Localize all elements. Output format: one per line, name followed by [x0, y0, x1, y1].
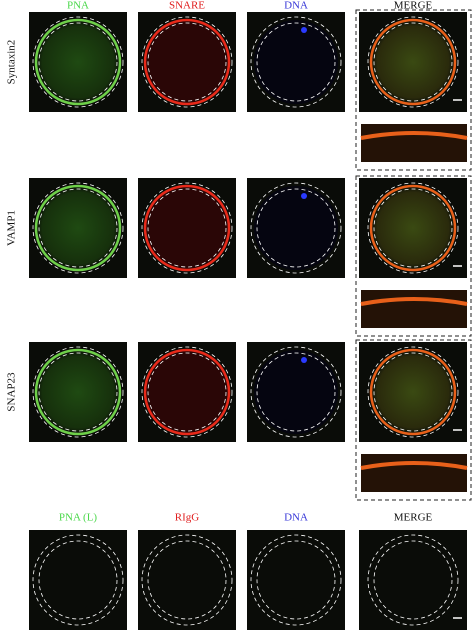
cell [34, 348, 122, 436]
cell [143, 18, 231, 106]
dashed-ring [38, 352, 118, 432]
inset-membrane [360, 297, 468, 306]
column-header: RIgG [175, 512, 200, 524]
column-header: MERGE [394, 0, 433, 12]
dashed-ring [373, 540, 453, 620]
cell [254, 20, 338, 104]
dashed-ring [32, 16, 124, 108]
nucleus [301, 357, 307, 363]
cell [369, 18, 457, 106]
dashed-ring [38, 540, 118, 620]
dashed-ring [32, 534, 124, 626]
column-header: DNA [284, 512, 308, 524]
micrograph [247, 530, 345, 630]
dashed-ring [147, 188, 227, 268]
micrograph [359, 530, 467, 630]
dashed-ring [367, 346, 459, 438]
dashed-ring [367, 182, 459, 274]
dashed-ring [38, 188, 118, 268]
inset [361, 454, 467, 492]
dashed-ring [373, 22, 453, 102]
merge-box [355, 175, 472, 337]
inset-membrane [360, 131, 468, 140]
dashed-ring [141, 534, 233, 626]
column-header: DNA [284, 0, 308, 12]
dashed-ring [256, 22, 336, 102]
cell [143, 184, 231, 272]
cell [34, 184, 122, 272]
column-header: SNARE [169, 0, 205, 12]
dashed-ring [373, 352, 453, 432]
dashed-ring [32, 346, 124, 438]
dashed-ring [141, 16, 233, 108]
cell [369, 348, 457, 436]
dashed-ring [38, 22, 118, 102]
merge-box [355, 339, 472, 501]
nucleus [301, 27, 307, 33]
dashed-ring [147, 22, 227, 102]
nucleus [301, 193, 307, 199]
row-label: Syntaxin2 [6, 40, 18, 85]
dashed-ring [250, 16, 342, 108]
micrograph [138, 530, 236, 630]
dashed-ring [250, 182, 342, 274]
dashed-ring [147, 540, 227, 620]
dashed-ring [373, 188, 453, 268]
micrograph [29, 530, 127, 630]
column-header: PNA (L) [59, 512, 98, 524]
dashed-ring [256, 188, 336, 268]
cell [254, 350, 338, 434]
column-header: MERGE [394, 512, 433, 524]
dashed-ring [250, 346, 342, 438]
dashed-ring [32, 182, 124, 274]
cell [34, 18, 122, 106]
dashed-ring [367, 16, 459, 108]
inset [361, 290, 467, 328]
cell [254, 186, 338, 270]
dashed-ring [147, 352, 227, 432]
merge-box [355, 9, 472, 171]
row-label: VAMP1 [6, 210, 18, 246]
dashed-ring [256, 352, 336, 432]
cell [369, 184, 457, 272]
dashed-ring [141, 346, 233, 438]
dashed-ring [256, 540, 336, 620]
column-header: PNA [67, 0, 89, 12]
row-label: SNAP23 [6, 372, 18, 412]
cell [143, 348, 231, 436]
inset-membrane [360, 461, 468, 470]
dashed-ring [367, 534, 459, 626]
dashed-ring [141, 182, 233, 274]
dashed-ring [250, 534, 342, 626]
inset [361, 124, 467, 162]
